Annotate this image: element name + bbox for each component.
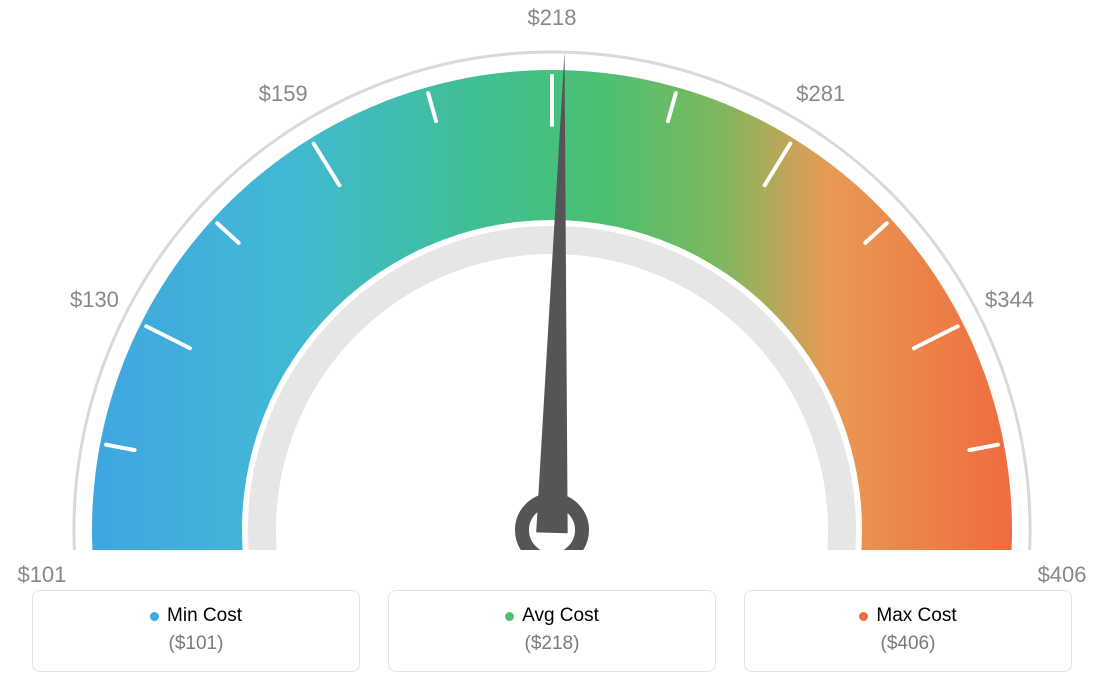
legend-title-avg: Avg Cost xyxy=(522,605,599,627)
bullet-max xyxy=(859,612,868,621)
bullet-avg xyxy=(505,612,514,621)
gauge-tick-label: $130 xyxy=(70,287,119,313)
gauge-tick-label: $159 xyxy=(259,81,308,107)
legend-title-min: Min Cost xyxy=(167,605,242,627)
gauge-tick-label: $218 xyxy=(528,5,577,31)
legend-val-avg: ($218) xyxy=(389,633,715,655)
gauge-tick-label: $281 xyxy=(796,81,845,107)
legend-card-max: Max Cost ($406) xyxy=(744,590,1072,672)
gauge-tick-label: $406 xyxy=(1038,562,1087,588)
legend-card-min: Min Cost ($101) xyxy=(32,590,360,672)
cost-gauge: $101$130$159$218$281$344$406 xyxy=(20,0,1084,550)
gauge-tick-label: $344 xyxy=(985,287,1034,313)
gauge-tick-label: $101 xyxy=(17,562,66,588)
legend-val-min: ($101) xyxy=(33,633,359,655)
legend-val-max: ($406) xyxy=(745,633,1071,655)
legend-title-max: Max Cost xyxy=(876,605,956,627)
legend-card-avg: Avg Cost ($218) xyxy=(388,590,716,672)
bullet-min xyxy=(150,612,159,621)
legend-row: Min Cost ($101) Avg Cost ($218) Max Cost… xyxy=(32,590,1072,672)
